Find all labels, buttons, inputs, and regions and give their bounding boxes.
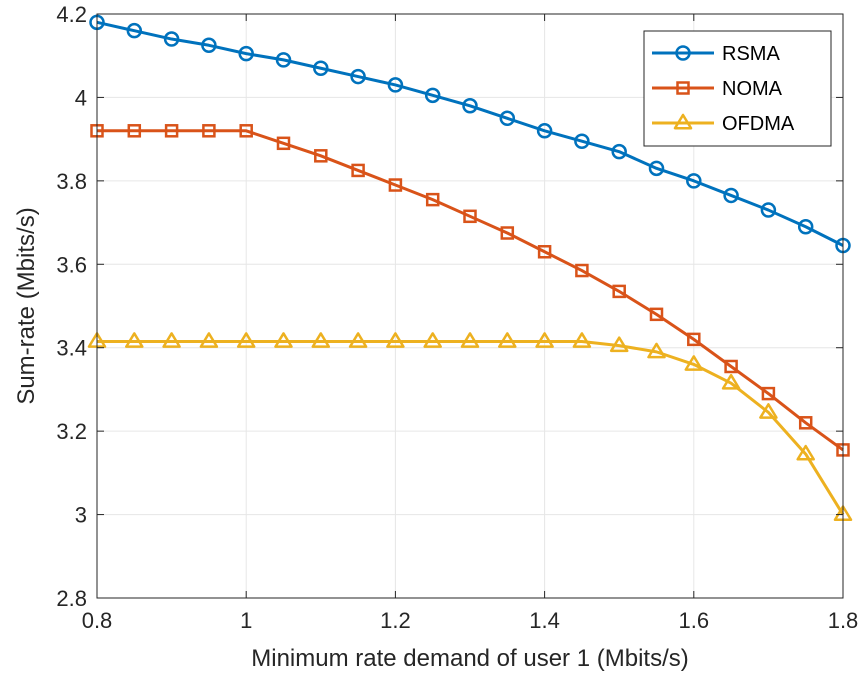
- rsma-point: [201, 37, 217, 54]
- legend-item-ofdma: OFDMA: [652, 113, 795, 135]
- x-tick-label: 1.4: [529, 608, 560, 633]
- rsma-point: [797, 218, 814, 235]
- y-tick-label: 4: [75, 85, 87, 110]
- ofdma-point: [609, 336, 629, 353]
- noma-point: [649, 307, 664, 322]
- series-ofdma: [87, 332, 853, 522]
- legend-marker-noma: [676, 81, 690, 95]
- legend-label-ofdma: OFDMA: [722, 113, 795, 135]
- legend-label-noma: NOMA: [722, 78, 783, 100]
- rsma-point: [238, 45, 254, 62]
- noma-point: [537, 245, 552, 259]
- ofdma-point: [647, 342, 666, 359]
- axis-ticks: 0.8 1 1.2 1.4 1.6 1.8 2.8 3 3.2 3.4 3.6 3.8 4 4.2: [56, 2, 858, 633]
- noma-point: [425, 192, 440, 207]
- y-tick-label: 3.2: [56, 419, 87, 444]
- rsma-point: [760, 202, 777, 218]
- rsma-point: [499, 110, 516, 127]
- rsma-point: [275, 52, 292, 68]
- noma-point: [761, 386, 776, 401]
- noma-point: [239, 124, 253, 138]
- ofdma-point: [386, 332, 405, 348]
- legend-item-rsma: RSMA: [652, 43, 780, 65]
- rsma-point: [350, 68, 366, 85]
- rsma-point: [387, 77, 404, 93]
- ofdma-point: [236, 332, 256, 348]
- ofdma-point: [423, 332, 442, 348]
- ofdma-point: [348, 332, 368, 348]
- noma-point: [500, 226, 515, 240]
- ofdma-point: [125, 332, 144, 348]
- plot-frame: [96, 13, 844, 599]
- x-tick-label: 0.8: [82, 608, 113, 633]
- rsma-point: [163, 31, 180, 47]
- x-tick-label: 1.2: [380, 608, 411, 633]
- noma-point: [724, 359, 738, 374]
- rsma-point: [648, 160, 665, 177]
- rsma-point: [574, 133, 590, 149]
- legend: RSMA NOMA OFDMA: [643, 30, 832, 147]
- ofdma-point: [199, 332, 219, 348]
- ofdma-point: [684, 355, 704, 371]
- legend-marker-rsma: [675, 45, 691, 61]
- rsma-point: [611, 143, 627, 160]
- ofdma-point: [498, 332, 517, 348]
- y-tick-label: 3.8: [56, 169, 87, 194]
- rsma-point: [424, 87, 441, 104]
- series-rsma: [89, 14, 851, 254]
- noma-point: [798, 416, 813, 430]
- ofdma-line: [97, 339, 845, 516]
- rsma-point: [462, 98, 478, 114]
- ofdma-point: [721, 373, 741, 390]
- ofdma-point: [535, 332, 554, 348]
- y-axis-label: Sum-rate (Mbits/s): [13, 207, 40, 404]
- noma-line: [97, 129, 844, 452]
- ofdma-point: [796, 444, 815, 461]
- legend-marker-ofdma: [673, 113, 693, 130]
- rsma-point: [313, 60, 329, 76]
- noma-point: [463, 209, 477, 224]
- rsma-point: [686, 173, 702, 189]
- noma-point: [575, 263, 589, 278]
- legend-item-noma: NOMA: [652, 78, 783, 100]
- y-tick-label: 3.6: [56, 252, 87, 277]
- rsma-point: [536, 123, 553, 139]
- ofdma-point: [311, 332, 331, 348]
- y-tick-label: 2.8: [56, 586, 87, 611]
- ofdma-point: [274, 332, 293, 348]
- noma-point: [314, 149, 328, 163]
- noma-point: [127, 124, 142, 138]
- rsma-line: [96, 20, 844, 247]
- x-axis-label: Minimum rate demand of user 1 (Mbits/s): [251, 645, 688, 672]
- y-tick-label: 4.2: [56, 2, 87, 27]
- noma-point: [351, 163, 365, 178]
- x-tick-label: 1.8: [828, 608, 859, 633]
- ofdma-point: [460, 332, 480, 348]
- ofdma-point: [572, 332, 592, 348]
- noma-point: [202, 124, 216, 138]
- ofdma-point: [162, 332, 181, 348]
- noma-point: [164, 124, 179, 138]
- legend-label-rsma: RSMA: [722, 43, 780, 65]
- rsma-point: [723, 187, 739, 204]
- noma-point: [687, 332, 701, 347]
- noma-point: [612, 284, 626, 299]
- ofdma-point: [759, 403, 778, 419]
- noma-point: [276, 136, 291, 151]
- rsma-point: [126, 22, 143, 39]
- x-tick-label: 1: [240, 608, 252, 633]
- y-tick-label: 3.4: [56, 336, 87, 361]
- noma-point: [388, 178, 403, 192]
- x-tick-label: 1.6: [679, 608, 710, 633]
- y-tick-label: 3: [75, 503, 87, 528]
